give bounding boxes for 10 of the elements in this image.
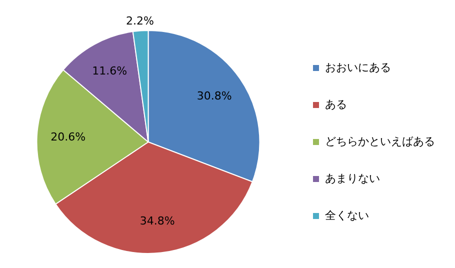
data-label: 30.8% xyxy=(196,89,232,102)
legend-label: おおいにある xyxy=(325,60,391,74)
legend-label: あまりない xyxy=(325,172,380,185)
data-label: 11.6% xyxy=(92,64,128,78)
legend-label: ある xyxy=(325,98,347,111)
data-label: 2.2% xyxy=(126,14,154,28)
legend-label: 全くない xyxy=(325,208,369,222)
data-label: 34.8% xyxy=(140,214,175,228)
legend-label: どちらかといえばある xyxy=(325,134,435,148)
data-label: 20.6% xyxy=(50,130,86,144)
